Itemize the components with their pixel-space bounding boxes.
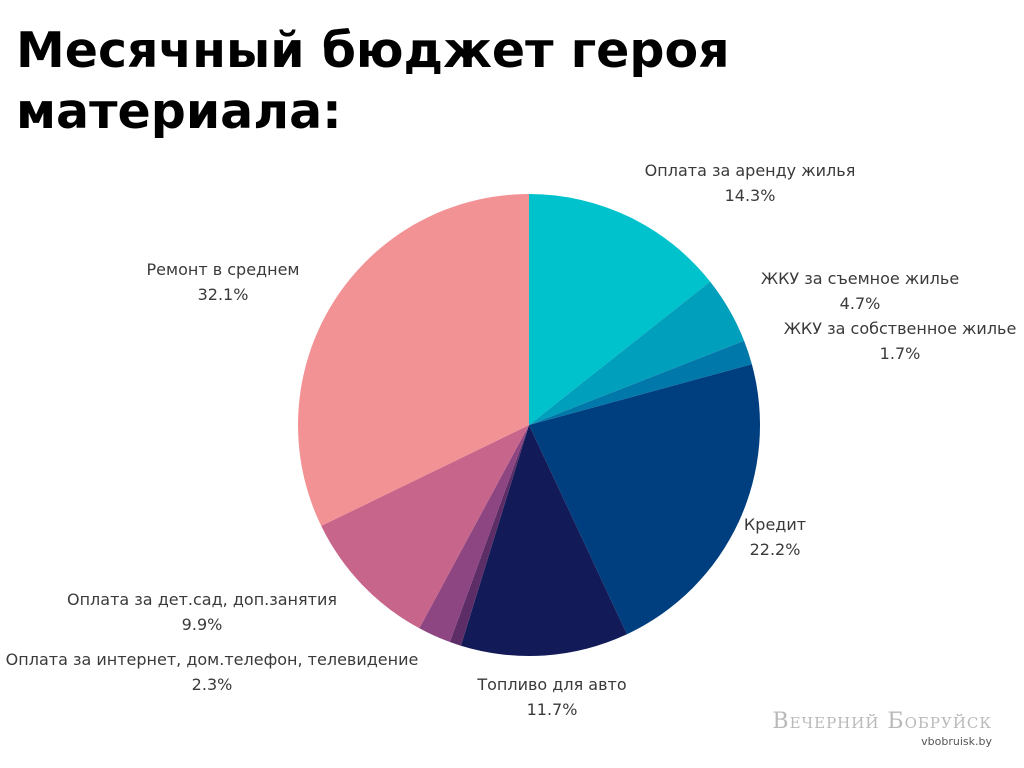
- publisher-watermark: Вечерний Бобруйск vbobruisk.by: [772, 710, 992, 750]
- slice-value-label: 14.3%: [725, 186, 776, 205]
- slice-label: ЖКУ за собственное жилье: [784, 319, 1017, 338]
- slice-label: Оплата за аренду жилья: [645, 161, 856, 180]
- slice-label: Топливо для авто: [476, 675, 626, 694]
- pie-slice: [321, 425, 529, 629]
- pie-slice: [529, 364, 760, 635]
- slice-value-label: 32.1%: [198, 285, 249, 304]
- chart-title: Месячный бюджет героя материала:: [16, 22, 730, 140]
- slice-value-label: 11.7%: [527, 700, 578, 719]
- pie-slice: [529, 281, 745, 425]
- pie-slice: [529, 194, 711, 425]
- pie-slices: [298, 194, 760, 656]
- slice-label: Оплата за дет.сад, доп.занятия: [67, 590, 337, 609]
- slice-value-label: 2.3%: [192, 675, 233, 694]
- pie-slice: [460, 425, 627, 656]
- pie-labels: Оплата за аренду жилья 14.3% ЖКУ за съемно…: [6, 161, 1017, 719]
- slice-value-label: 1.7%: [880, 344, 921, 363]
- slice-value-label: 22.2%: [750, 540, 801, 559]
- slice-label: Ремонт в среднем: [147, 260, 300, 279]
- slice-label: ЖКУ за съемное жилье: [761, 269, 959, 288]
- slice-value-label: 9.9%: [182, 615, 223, 634]
- publisher-name: Вечерний Бобруйск: [772, 709, 992, 734]
- pie-slice: [298, 194, 529, 526]
- pie-slice: [449, 425, 529, 646]
- pie-slice: [529, 340, 752, 425]
- publisher-url: vbobruisk.by: [921, 735, 992, 748]
- slice-value-label: 4.7%: [840, 294, 881, 313]
- pie-slice: [419, 425, 529, 643]
- slice-label: Оплата за интернет, дом.телефон, телевид…: [6, 650, 419, 669]
- slice-label: Кредит: [744, 515, 806, 534]
